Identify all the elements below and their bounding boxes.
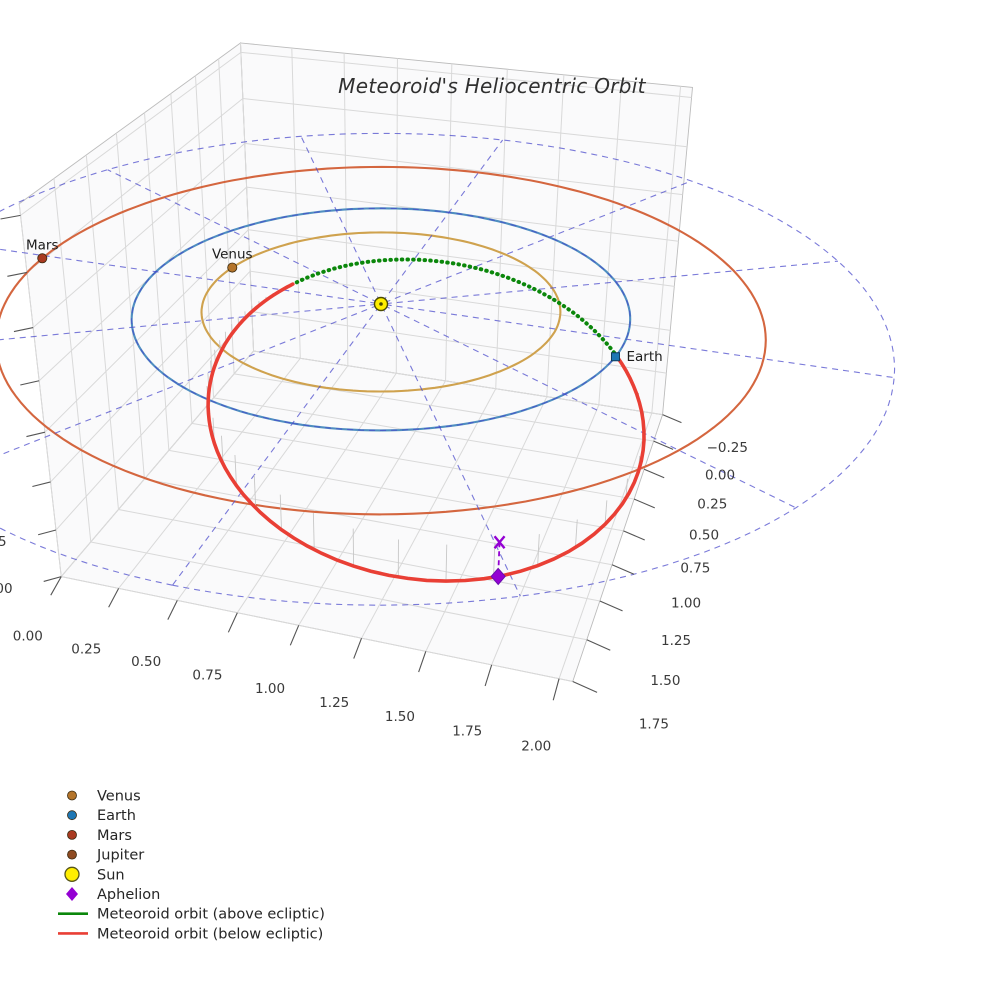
y-tick-label: 1.50 bbox=[385, 709, 415, 725]
x-tick-label: 1.25 bbox=[661, 633, 691, 649]
ecliptic-spoke bbox=[381, 305, 521, 597]
y-tick-label: 0.00 bbox=[13, 629, 43, 645]
ecliptic-spoke bbox=[385, 304, 895, 379]
legend-item: Venus bbox=[67, 789, 141, 805]
meteoroid-orbit-above-ecliptic bbox=[290, 257, 620, 360]
z-tick-label: −0.75 bbox=[0, 534, 7, 550]
axis-ticks: −0.25 0.00 0.25 0.50 0.75 1.00 1.25 1.50 1.75 0.0… bbox=[0, 214, 748, 754]
aphelion-ecliptic-x-icon bbox=[493, 535, 506, 550]
ecliptic-circle-r2 bbox=[0, 132, 896, 606]
x-tick-label: 0.00 bbox=[705, 468, 735, 484]
legend-item-label: Sun bbox=[97, 867, 125, 883]
x-tick-label: 1.75 bbox=[639, 716, 669, 732]
ecliptic-spoke bbox=[300, 136, 381, 303]
legend-diamond-icon bbox=[66, 887, 78, 901]
ecliptic-spoke bbox=[0, 304, 378, 456]
legend-item-label: Jupiter bbox=[96, 848, 144, 864]
x-tick-label: 0.50 bbox=[689, 527, 719, 543]
legend-dot-icon bbox=[67, 849, 77, 860]
y-tick-label: 1.00 bbox=[255, 681, 285, 697]
ecliptic-grid bbox=[0, 132, 896, 606]
ecliptic-spoke bbox=[172, 305, 380, 586]
legend-item-label: Mars bbox=[97, 828, 132, 844]
venus-marker-icon bbox=[227, 262, 238, 273]
sun-center-dot bbox=[379, 302, 383, 306]
ecliptic-spoke bbox=[382, 139, 504, 303]
y-tick-label: 0.75 bbox=[192, 667, 222, 683]
legend-item: Earth bbox=[67, 808, 136, 824]
y-tick-label: 1.25 bbox=[319, 695, 349, 711]
meteoroid-orbit bbox=[206, 257, 646, 583]
aphelion-diamond-icon bbox=[490, 567, 506, 586]
legend: Venus Earth Mars Jupiter Sun Aphelion Meteoroi… bbox=[58, 789, 325, 942]
body-markers bbox=[37, 253, 620, 362]
pane-gridlines bbox=[18, 42, 692, 682]
legend-dot-icon bbox=[67, 790, 77, 801]
legend-item-label: Aphelion bbox=[97, 887, 160, 903]
mars-orbit bbox=[0, 165, 767, 516]
x-tick-label: −0.25 bbox=[707, 440, 748, 456]
earth-marker-icon bbox=[610, 352, 620, 362]
legend-item-label: Earth bbox=[97, 808, 136, 824]
mars-marker-icon bbox=[37, 253, 48, 264]
x-tick-label: 1.50 bbox=[650, 673, 680, 689]
legend-item: Aphelion bbox=[66, 887, 160, 903]
mars-label: Mars bbox=[26, 237, 59, 253]
legend-item: Meteoroid orbit (below ecliptic) bbox=[58, 926, 323, 942]
legend-item-label: Meteoroid orbit (above ecliptic) bbox=[97, 907, 325, 923]
legend-item: Sun bbox=[64, 866, 125, 883]
ecliptic-spoke bbox=[0, 303, 377, 341]
x-tick-label: 0.75 bbox=[680, 560, 710, 576]
y-tick-label: 0.50 bbox=[131, 654, 161, 670]
aphelion-group bbox=[490, 535, 506, 586]
legend-item-label: Meteoroid orbit (below ecliptic) bbox=[97, 926, 323, 942]
y-tick-label: 1.75 bbox=[452, 724, 482, 740]
z-tick-label: −1.00 bbox=[0, 581, 13, 597]
legend-item: Jupiter bbox=[67, 848, 144, 864]
legend-item: Mars bbox=[67, 828, 132, 844]
legend-item: Meteoroid orbit (above ecliptic) bbox=[58, 907, 325, 923]
legend-item-label: Venus bbox=[97, 789, 141, 805]
x-tick-label: 0.25 bbox=[697, 497, 727, 513]
body-labels: Venus Earth Mars bbox=[26, 237, 663, 364]
earth-label: Earth bbox=[626, 349, 662, 365]
y-tick-label: 0.25 bbox=[71, 641, 101, 657]
meteoroid-orbit-below-ecliptic bbox=[206, 282, 646, 583]
y-tick-label: 2.00 bbox=[521, 738, 551, 754]
x-tick-label: 1.00 bbox=[671, 595, 701, 611]
legend-dot-icon bbox=[67, 810, 77, 821]
plot-title: Meteoroid's Heliocentric Orbit bbox=[338, 74, 646, 98]
legend-sun-icon bbox=[64, 866, 80, 882]
ecliptic-spoke bbox=[385, 260, 839, 305]
legend-dot-icon bbox=[67, 830, 77, 840]
venus-label: Venus bbox=[212, 247, 253, 263]
